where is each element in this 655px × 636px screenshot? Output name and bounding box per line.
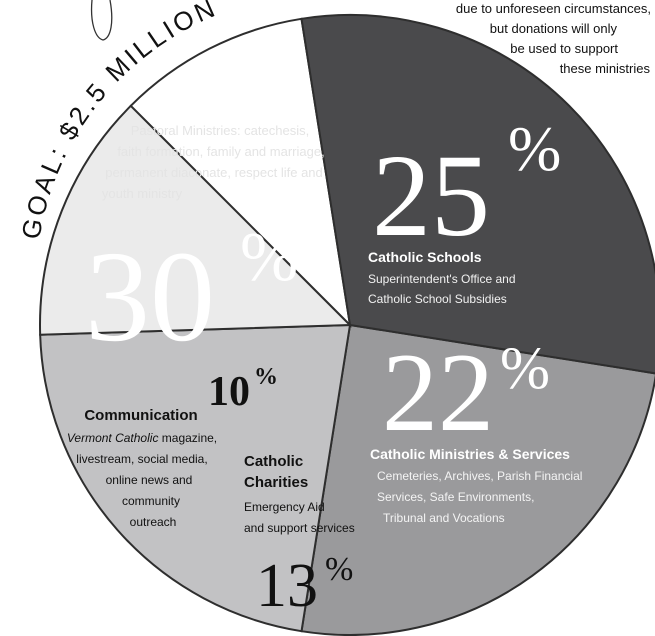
slice-desc-line: faith formation, family and marriage, — [117, 144, 324, 159]
slice-name: Catholic Schools — [368, 249, 482, 265]
slice-catholic-ministries — [39, 323, 352, 633]
slice-name: Communication — [84, 407, 197, 424]
slice-desc-line: livestream, social media, — [76, 452, 207, 466]
slice-desc-line: Pastoral Ministries: catechesis, — [131, 123, 309, 138]
pct-sign: % — [254, 364, 278, 390]
pct-communication: 10 % — [208, 364, 278, 415]
pct-sign: % — [325, 551, 353, 588]
slice-desc-line: community — [122, 494, 180, 508]
slice-catholic-schools — [300, 323, 655, 636]
slice-desc-line: online news and — [106, 473, 193, 487]
slice-desc-line: Superintendent's Office and — [368, 272, 516, 286]
slice-label-catholic-schools: Catholic Schools Superintendent's Office… — [368, 249, 516, 306]
note-text: due to unforeseen circumstances, but don… — [456, 1, 651, 76]
pct-value: 10 — [208, 369, 250, 415]
slice-desc-line: Catholic School Subsidies — [368, 292, 507, 306]
slice-desc-line: Emergency Aid — [244, 500, 325, 514]
note-line: be used to support — [510, 41, 618, 56]
pct-sign: % — [500, 335, 550, 401]
slice-name: Catholic — [244, 453, 303, 470]
slice-label-catholic-charities: Catholic Charities Emergency Aid and sup… — [244, 453, 355, 535]
pct-value: 25 — [372, 130, 490, 261]
pct-catholic-schools: 25 % — [372, 113, 561, 261]
pct-faith-formation: 30 % — [85, 219, 298, 369]
slice-desc-line: Services, Safe Environments, — [377, 490, 534, 504]
note-line: but donations will only — [490, 21, 618, 36]
slice-label-communication: Communication Vermont Catholic magazine,… — [67, 407, 217, 529]
pct-sign: % — [508, 113, 561, 184]
magazine-name: Vermont Catholic — [67, 431, 159, 445]
pie-slices — [39, 14, 655, 636]
slice-label-catholic-ministries: Catholic Ministries & Services Cemeterie… — [370, 446, 582, 525]
slice-label-faith-formation: Faith Formation Pastoral Ministries: cat… — [102, 98, 325, 201]
slice-name: Charities — [244, 474, 308, 491]
slice-catholic-charities — [39, 104, 353, 336]
slice-desc-line: Tribunal and Vocations — [383, 511, 505, 525]
slice-desc-line: Vermont Catholic magazine, — [67, 431, 217, 445]
slice-communication — [129, 17, 352, 328]
slice-desc-line: permanent diaconate, respect life and — [105, 165, 323, 180]
pct-catholic-charities: 13 % — [256, 551, 353, 620]
slice-desc-line: outreach — [130, 515, 177, 529]
slice-faith-formation — [300, 14, 655, 375]
slice-name: Catholic Ministries & Services — [370, 446, 570, 462]
slice-desc-line: youth ministry — [102, 186, 183, 201]
pct-sign: % — [240, 219, 298, 296]
pct-value: 30 — [85, 225, 215, 369]
slice-name: Faith Formation — [146, 98, 259, 115]
note-line: these ministries — [560, 61, 651, 76]
note-line: due to unforeseen circumstances, — [456, 1, 651, 16]
slice-desc-line: Cemeteries, Archives, Parish Financial — [377, 469, 582, 483]
pct-value: 22 — [382, 331, 494, 455]
pct-catholic-ministries: 22 % — [382, 331, 550, 455]
pct-value: 13 — [256, 552, 318, 620]
slice-desc-line: and support services — [244, 521, 355, 535]
pen-loop-doodle — [90, 0, 113, 41]
